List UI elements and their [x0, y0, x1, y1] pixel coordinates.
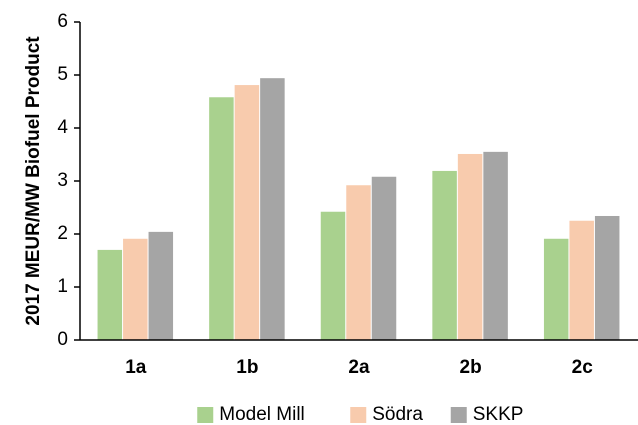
legend-label: Södra — [372, 404, 423, 425]
y-tick-label: 6 — [57, 11, 68, 32]
bar — [457, 153, 483, 340]
x-tick-label: 2a — [348, 357, 370, 378]
bar — [483, 151, 508, 340]
y-tick-label: 2 — [57, 223, 68, 244]
bar — [123, 238, 148, 340]
legend-swatch — [350, 407, 367, 423]
y-tick-label: 0 — [57, 329, 68, 350]
x-tick-label: 1b — [236, 357, 258, 378]
bar — [346, 185, 371, 340]
legend-swatch — [197, 407, 214, 423]
bar — [569, 220, 594, 340]
bar — [234, 85, 260, 340]
bar — [209, 97, 234, 340]
y-tick-label: 1 — [57, 276, 68, 297]
legend-swatch — [450, 407, 467, 423]
y-tick-label: 5 — [57, 64, 68, 85]
y-tick-label: 4 — [57, 117, 68, 138]
x-tick-label: 1a — [125, 357, 147, 378]
legend-label: Model Mill — [219, 404, 305, 425]
x-tick-label: 2c — [572, 357, 594, 378]
bar — [260, 78, 285, 341]
bar — [432, 170, 457, 340]
bar — [320, 211, 346, 340]
y-tick-label: 3 — [57, 170, 68, 191]
bar — [148, 231, 174, 340]
bar — [594, 215, 620, 340]
bar — [371, 176, 397, 340]
x-tick-label: 2b — [460, 357, 482, 378]
bar — [543, 238, 569, 340]
y-axis-title: 2017 MEUR/MW Biofuel Product — [23, 36, 44, 326]
legend-label: SKKP — [473, 404, 524, 425]
bar — [97, 249, 123, 340]
